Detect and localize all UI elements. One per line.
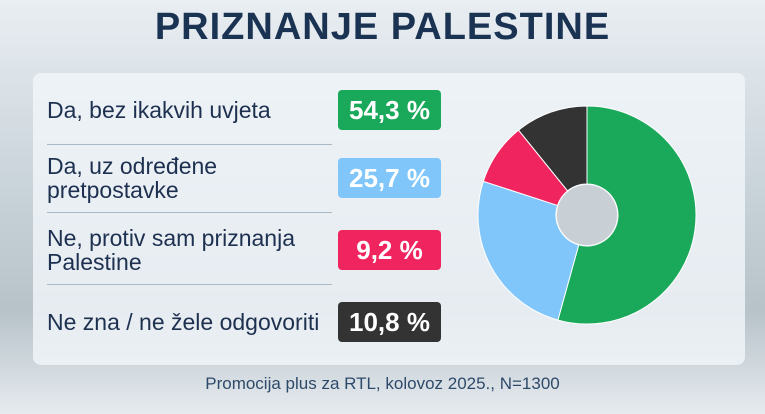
category-label: Da, uz određene pretpostavke (47, 153, 218, 203)
donut-segment (517, 105, 588, 192)
separator (47, 212, 332, 213)
legend-row: Ne zna / ne žele odgovoriti 10,8 % (47, 289, 441, 355)
legend-row: Ne, protiv sam priznanja Palestine 9,2 % (47, 217, 441, 285)
source-note: Promocija plus za RTL, kolovoz 2025., N=… (205, 374, 560, 393)
donut-segment (557, 105, 697, 325)
separator (47, 284, 332, 285)
legend-row: Da, bez ikakvih uvjeta 54,3 % (47, 77, 441, 145)
legend-row: Da, uz određene pretpostavke 25,7 % (47, 145, 441, 213)
value-label: 10,8 % (338, 302, 441, 342)
value-label: 9,2 % (338, 230, 441, 270)
donut-hole (557, 185, 617, 245)
category-label: Ne, protiv sam priznanja Palestine (47, 225, 295, 275)
category-label: Ne zna / ne žele odgovoriti (47, 309, 320, 335)
donut-segment (477, 180, 580, 321)
separator (47, 144, 332, 145)
value-label: 54,3 % (338, 90, 441, 130)
category-label: Da, bez ikakvih uvjeta (47, 97, 271, 123)
value-label: 25,7 % (338, 158, 441, 198)
chart-title: PRIZNANJE PALESTINE (154, 6, 611, 48)
